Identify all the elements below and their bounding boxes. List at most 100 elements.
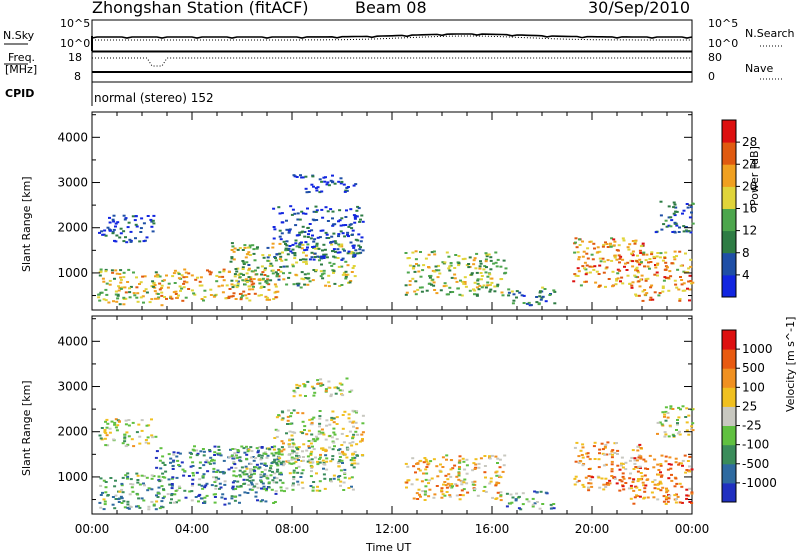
- echo-cell: [276, 290, 280, 293]
- echo-cell: [349, 280, 353, 282]
- echo-cell: [271, 242, 275, 245]
- echo-cell: [666, 276, 670, 279]
- echo-cell: [335, 438, 339, 441]
- echo-cell: [340, 245, 344, 248]
- echo-cell: [579, 284, 583, 287]
- echo-cell: [280, 418, 284, 421]
- echo-cell: [290, 462, 294, 465]
- echo-cell: [178, 465, 182, 468]
- echo-cell: [292, 476, 296, 478]
- echo-cell: [285, 240, 289, 243]
- echo-cell: [232, 488, 236, 491]
- echo-cell: [350, 462, 354, 465]
- echo-cell: [653, 291, 657, 294]
- echo-cell: [131, 215, 135, 218]
- echo-cell: [333, 433, 337, 436]
- echo-cell: [142, 499, 146, 502]
- echo-cell: [321, 249, 324, 252]
- echo-cell: [147, 442, 151, 445]
- echo-cell: [354, 249, 358, 252]
- echo-cell: [515, 296, 518, 299]
- echo-cell: [290, 434, 294, 437]
- echo-cell: [655, 255, 659, 258]
- echo-cell: [418, 286, 422, 289]
- echo-cell: [457, 468, 461, 471]
- echo-cell: [616, 464, 620, 467]
- echo-cell: [146, 489, 150, 492]
- echo-cell: [650, 284, 654, 287]
- echo-cell: [213, 496, 217, 498]
- echo-cell: [421, 269, 425, 272]
- echo-cell: [322, 433, 326, 436]
- echo-cell: [329, 478, 333, 481]
- echo-cell: [235, 485, 239, 488]
- echo-cell: [111, 271, 115, 274]
- echo-cell: [263, 462, 267, 465]
- echo-cell: [494, 498, 498, 500]
- echo-cell: [425, 472, 429, 475]
- echo-cell: [479, 262, 483, 265]
- echo-cell: [182, 474, 186, 477]
- echo-cell: [245, 478, 249, 481]
- echo-cell: [423, 499, 427, 501]
- echo-cell: [187, 288, 191, 290]
- echo-cell: [311, 445, 314, 448]
- echo-cell: [598, 486, 602, 489]
- echo-cell: [642, 458, 646, 461]
- echo-cell: [136, 505, 140, 508]
- echo-cell: [119, 278, 123, 281]
- echo-cell: [341, 248, 345, 251]
- echo-cell: [638, 285, 642, 288]
- echo-cell: [333, 240, 337, 243]
- echo-cell: [669, 405, 673, 408]
- echo-cell: [350, 464, 354, 467]
- echo-cell: [142, 301, 145, 304]
- echo-cell: [541, 295, 545, 298]
- echo-cell: [281, 251, 284, 254]
- echo-cell: [114, 290, 118, 293]
- echo-cell: [539, 298, 543, 301]
- echo-cell: [123, 437, 127, 440]
- echo-cell: [119, 269, 123, 272]
- echo-cell: [182, 282, 186, 285]
- echo-cell: [233, 463, 237, 466]
- echo-cell: [333, 445, 336, 448]
- echo-cell: [471, 483, 475, 486]
- echo-cell: [317, 256, 321, 258]
- echo-cell: [142, 290, 146, 293]
- echo-cell: [657, 294, 661, 297]
- echo-cell: [326, 220, 330, 222]
- echo-cell: [343, 473, 347, 475]
- echo-cell: [350, 459, 354, 462]
- echo-cell: [123, 433, 127, 436]
- echo-cell: [352, 459, 356, 462]
- echo-cell: [141, 295, 145, 298]
- echo-cell: [183, 470, 187, 473]
- echo-cell: [475, 252, 479, 255]
- echo-cell: [286, 415, 290, 418]
- echo-cell: [576, 275, 580, 277]
- echo-cell: [593, 247, 596, 250]
- echo-cell: [170, 484, 174, 487]
- echo-cell: [302, 443, 306, 446]
- echo-cell: [265, 456, 269, 459]
- echo-cell: [134, 223, 138, 226]
- echo-cell: [319, 378, 323, 381]
- echo-cell: [349, 208, 353, 211]
- echo-cell: [263, 464, 267, 466]
- echo-cell: [650, 253, 654, 256]
- echo-cell: [176, 271, 180, 274]
- echo-cell: [504, 271, 508, 274]
- echo-cell: [205, 482, 209, 485]
- echo-cell: [677, 406, 681, 409]
- echo-cell: [503, 454, 507, 457]
- echo-cell: [300, 176, 304, 179]
- echo-cell: [299, 476, 303, 478]
- echo-cell: [251, 479, 255, 482]
- echo-cell: [278, 252, 282, 255]
- echo-cell: [320, 428, 324, 431]
- echo-cell: [449, 291, 453, 294]
- echo-cell: [104, 486, 108, 489]
- echo-cell: [336, 251, 340, 254]
- echo-cell: [221, 275, 225, 278]
